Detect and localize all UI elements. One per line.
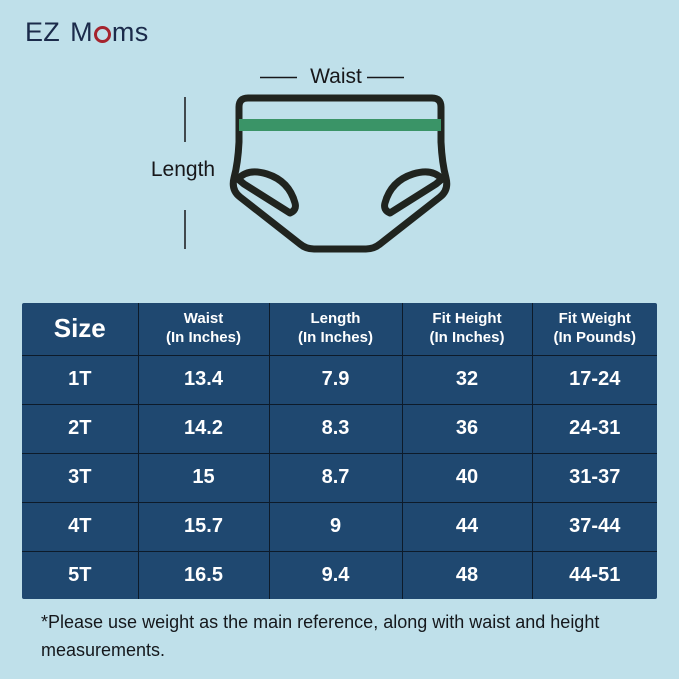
svg-text:Length: Length bbox=[151, 158, 215, 181]
svg-text:Waist: Waist bbox=[310, 65, 362, 88]
